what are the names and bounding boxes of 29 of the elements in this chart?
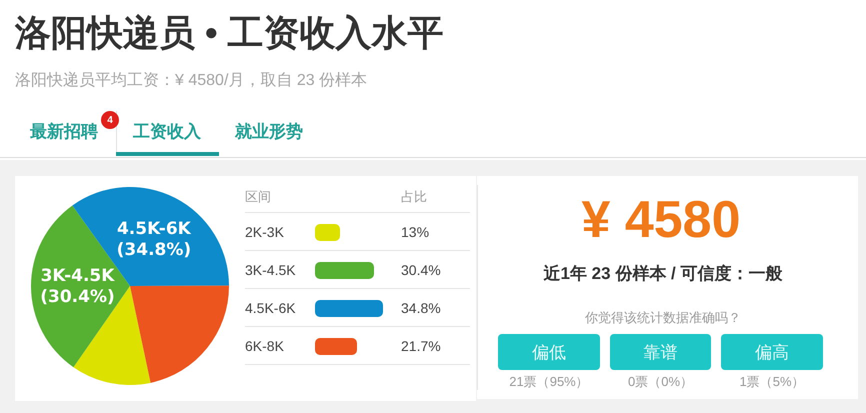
text: 21票（95%） [509,374,589,390]
text: 工资收入 [133,122,201,142]
data-label: 34.8% [401,299,441,317]
slice-label: 3K-4.5K [40,266,116,286]
button: 偏高 [721,334,823,370]
badge: 4 [101,111,119,129]
text: 1票（5%） [739,374,805,390]
chart-subtitle: 洛阳快递员平均工资：¥ 4580/月，取自 23 份样本 [15,71,368,91]
button: 靠谱 [610,334,711,370]
text: ¥ 4580 [581,191,741,249]
text: (34.8%) [116,240,192,260]
text: 就业形势 [235,122,303,142]
chart-title: 洛阳快递员 • 工资收入水平 [15,12,444,54]
data-label: 13% [401,223,430,241]
legend-label: 6K-8K [245,337,284,355]
text: 0票（0%） [628,374,694,390]
slice-label: 4.5K-6K [116,218,192,239]
text: (30.4%) [40,286,115,307]
text: 你觉得该统计数据准确吗？ [585,310,741,326]
legend-label: 4.5K-6K [245,299,296,317]
text: 最新招聘 [30,122,98,142]
data-label: 30.4% [401,261,441,279]
button: 偏低 [498,334,600,370]
legend-label: 2K-3K [245,223,284,241]
data-label: 21.7% [401,337,441,355]
text: 近1年 23 份样本 / 可信度：一般 [544,264,782,284]
text: 占比 [401,189,427,205]
legend-label: 3K-4.5K [245,261,296,279]
legend-title: 区间 [245,189,271,205]
